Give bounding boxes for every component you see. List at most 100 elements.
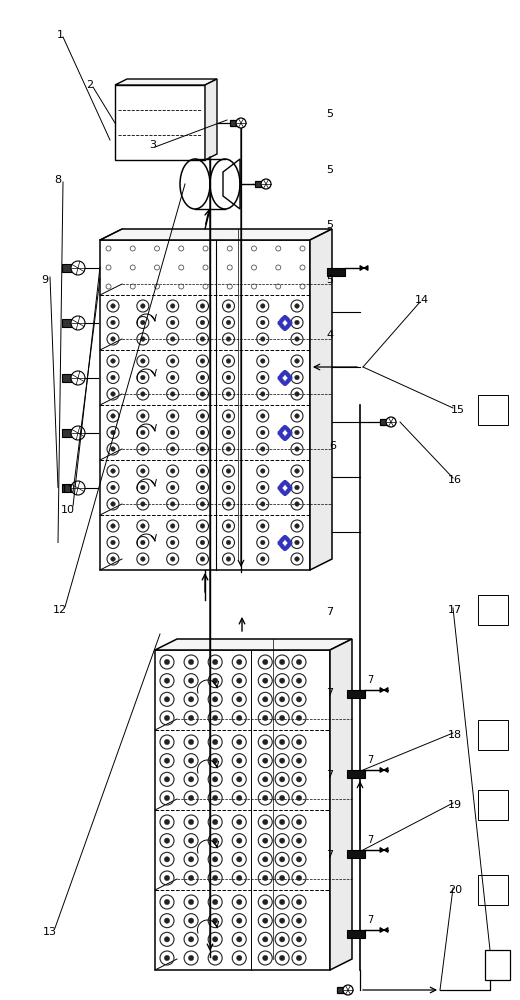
- Circle shape: [164, 777, 170, 782]
- Circle shape: [279, 758, 285, 763]
- Circle shape: [296, 795, 302, 801]
- Circle shape: [171, 447, 175, 451]
- Circle shape: [295, 485, 300, 490]
- Circle shape: [140, 485, 145, 490]
- Circle shape: [213, 777, 218, 782]
- Circle shape: [200, 337, 205, 341]
- Circle shape: [263, 795, 268, 801]
- Circle shape: [140, 540, 145, 545]
- Text: 19: 19: [448, 800, 462, 810]
- Text: 7: 7: [327, 607, 333, 617]
- Circle shape: [263, 819, 268, 825]
- Circle shape: [279, 838, 285, 843]
- Circle shape: [226, 337, 231, 341]
- Circle shape: [261, 414, 265, 418]
- Polygon shape: [380, 848, 388, 852]
- Circle shape: [261, 179, 271, 189]
- Circle shape: [237, 795, 242, 801]
- Circle shape: [188, 937, 194, 942]
- Circle shape: [171, 304, 175, 308]
- Bar: [337, 987, 345, 993]
- Bar: [485, 950, 510, 980]
- Bar: [478, 595, 508, 625]
- Circle shape: [237, 875, 242, 881]
- Circle shape: [188, 819, 194, 825]
- Circle shape: [200, 502, 205, 506]
- Text: 7: 7: [327, 770, 333, 780]
- Circle shape: [140, 502, 145, 506]
- Circle shape: [226, 320, 231, 325]
- Circle shape: [111, 557, 115, 561]
- Circle shape: [111, 414, 115, 418]
- Circle shape: [188, 715, 194, 721]
- Circle shape: [261, 502, 265, 506]
- Circle shape: [261, 540, 265, 545]
- Ellipse shape: [284, 315, 292, 325]
- Circle shape: [226, 304, 231, 308]
- Bar: [478, 790, 508, 820]
- Polygon shape: [100, 240, 310, 570]
- Circle shape: [279, 819, 285, 825]
- Circle shape: [296, 857, 302, 862]
- Circle shape: [263, 899, 268, 905]
- Circle shape: [237, 857, 242, 862]
- Circle shape: [164, 678, 170, 683]
- Bar: [478, 720, 508, 750]
- Circle shape: [200, 540, 205, 545]
- Circle shape: [226, 359, 231, 363]
- Circle shape: [200, 359, 205, 363]
- Circle shape: [71, 481, 85, 495]
- Circle shape: [237, 819, 242, 825]
- Circle shape: [213, 899, 218, 905]
- Text: 15: 15: [451, 405, 465, 415]
- Circle shape: [111, 524, 115, 528]
- Circle shape: [164, 758, 170, 763]
- Polygon shape: [115, 85, 205, 160]
- Circle shape: [296, 937, 302, 942]
- Circle shape: [226, 557, 231, 561]
- Circle shape: [226, 375, 231, 380]
- Circle shape: [237, 777, 242, 782]
- Text: 18: 18: [448, 730, 462, 740]
- Circle shape: [164, 918, 170, 923]
- Polygon shape: [115, 79, 217, 85]
- Circle shape: [171, 337, 175, 341]
- Text: 2: 2: [86, 80, 94, 90]
- Circle shape: [171, 392, 175, 396]
- Ellipse shape: [284, 541, 292, 551]
- Text: 7: 7: [367, 835, 373, 845]
- Circle shape: [200, 557, 205, 561]
- Bar: [347, 770, 365, 778]
- Circle shape: [140, 375, 145, 380]
- Polygon shape: [330, 639, 352, 970]
- Text: 12: 12: [53, 605, 67, 615]
- Circle shape: [279, 777, 285, 782]
- Circle shape: [188, 838, 194, 843]
- Circle shape: [200, 414, 205, 418]
- Circle shape: [237, 697, 242, 702]
- Ellipse shape: [278, 376, 286, 386]
- Circle shape: [164, 795, 170, 801]
- Circle shape: [213, 678, 218, 683]
- Circle shape: [171, 469, 175, 473]
- Circle shape: [111, 485, 115, 490]
- Circle shape: [140, 430, 145, 435]
- Circle shape: [296, 697, 302, 702]
- Bar: [478, 395, 508, 425]
- Circle shape: [261, 430, 265, 435]
- Circle shape: [171, 414, 175, 418]
- Circle shape: [164, 875, 170, 881]
- Circle shape: [296, 899, 302, 905]
- Circle shape: [261, 469, 265, 473]
- Circle shape: [188, 857, 194, 862]
- Circle shape: [263, 777, 268, 782]
- Circle shape: [71, 261, 85, 275]
- Circle shape: [295, 524, 300, 528]
- Circle shape: [343, 985, 353, 995]
- Text: 7: 7: [367, 675, 373, 685]
- Ellipse shape: [284, 321, 292, 331]
- Circle shape: [263, 659, 268, 665]
- Circle shape: [226, 502, 231, 506]
- Text: 11: 11: [61, 485, 75, 495]
- Circle shape: [237, 678, 242, 683]
